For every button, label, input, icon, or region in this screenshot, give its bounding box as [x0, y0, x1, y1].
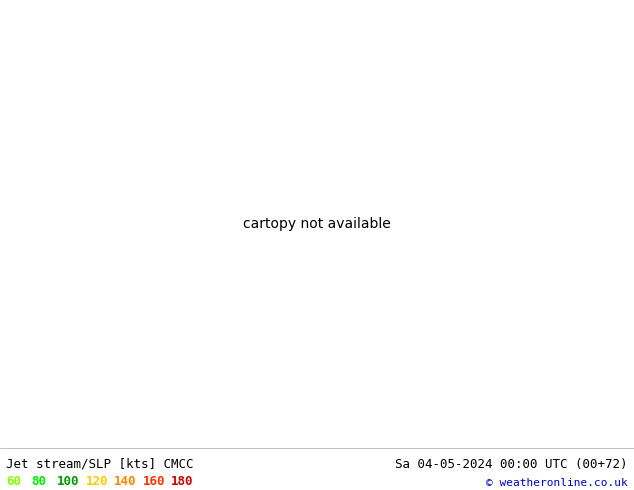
Text: 60: 60 — [6, 475, 22, 488]
Text: 120: 120 — [86, 475, 108, 488]
Text: 100: 100 — [57, 475, 79, 488]
Text: Sa 04-05-2024 00:00 UTC (00+72): Sa 04-05-2024 00:00 UTC (00+72) — [395, 458, 628, 470]
Text: 160: 160 — [143, 475, 165, 488]
Text: © weatheronline.co.uk: © weatheronline.co.uk — [486, 478, 628, 488]
Text: cartopy not available: cartopy not available — [243, 217, 391, 231]
Text: 140: 140 — [114, 475, 136, 488]
Text: Jet stream/SLP [kts] CMCC: Jet stream/SLP [kts] CMCC — [6, 458, 194, 470]
Text: 180: 180 — [171, 475, 193, 488]
Text: 80: 80 — [32, 475, 47, 488]
